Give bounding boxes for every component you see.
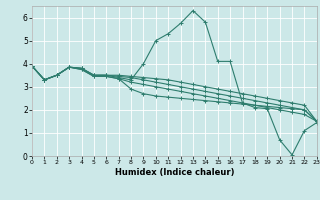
X-axis label: Humidex (Indice chaleur): Humidex (Indice chaleur): [115, 168, 234, 177]
